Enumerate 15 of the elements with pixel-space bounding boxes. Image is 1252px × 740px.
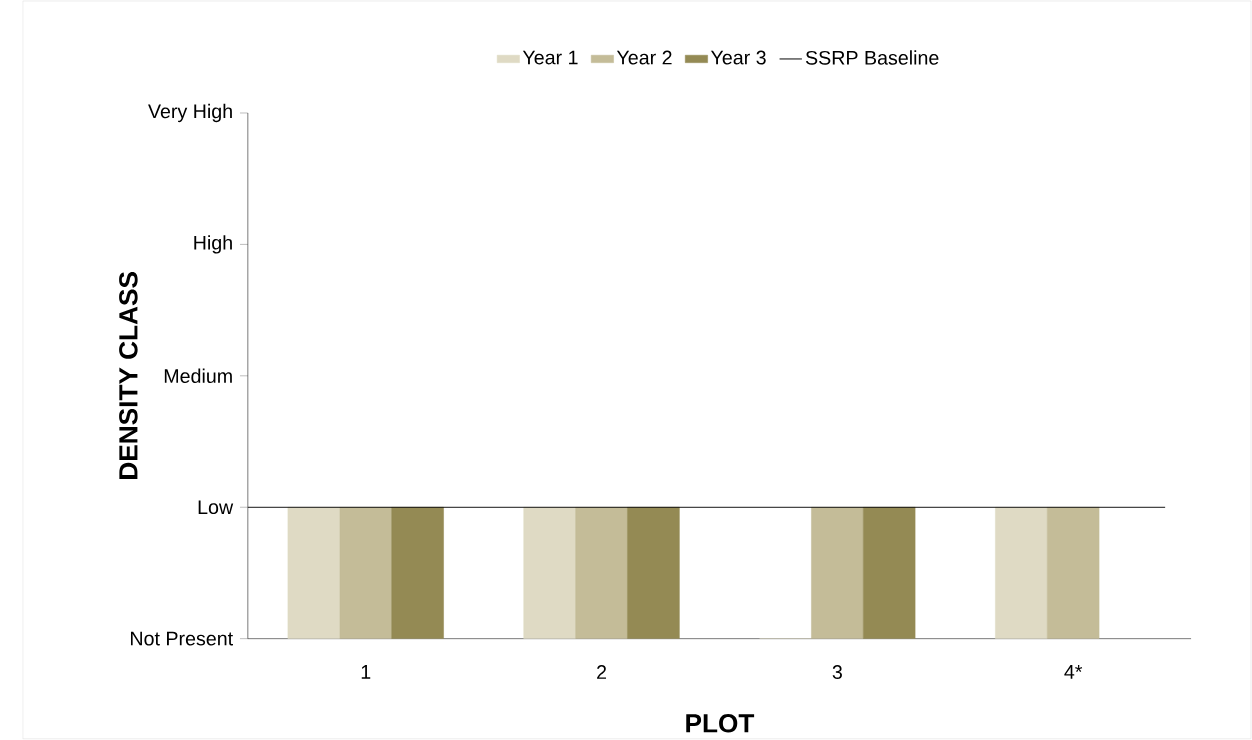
legend-label: SSRP Baseline bbox=[805, 50, 939, 65]
legend-label: Year 1 bbox=[522, 50, 578, 65]
text: Not Present bbox=[131, 631, 233, 646]
text: Medium bbox=[164, 368, 232, 384]
x-axis-title: PLOT bbox=[686, 714, 755, 733]
x-tick-label: 2 bbox=[597, 665, 607, 679]
text: High bbox=[194, 235, 232, 254]
x-tick-label: 4* bbox=[1064, 665, 1083, 679]
text: Very High bbox=[148, 103, 232, 123]
text: Low bbox=[198, 500, 234, 515]
x-tick-label: 1 bbox=[361, 665, 371, 679]
legend-label: Year 3 bbox=[710, 50, 766, 65]
x-tick-label: 3 bbox=[832, 665, 842, 680]
y-axis-title: DENSITY CLASS bbox=[119, 272, 138, 479]
legend-label: Year 2 bbox=[616, 50, 672, 65]
